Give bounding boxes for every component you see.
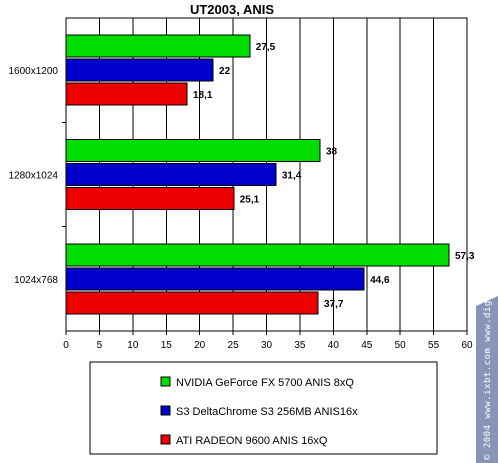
legend-box — [89, 361, 438, 455]
value-label: 38 — [326, 147, 338, 158]
category-label: 1024x768 — [14, 275, 58, 286]
value-label: 25,1 — [240, 195, 260, 206]
bar — [65, 187, 235, 210]
watermark: © 2004 www.ixbt.com www.digit-life.com — [476, 235, 498, 463]
legend-swatch — [160, 434, 171, 445]
value-label: 57,3 — [455, 251, 475, 262]
legend-swatch — [160, 405, 171, 416]
bar — [65, 291, 319, 315]
watermark-band — [476, 296, 498, 463]
x-tick-label: 5 — [97, 340, 103, 351]
value-label: 44,6 — [370, 275, 390, 286]
legend: NVIDIA GeForce FX 5700 ANIS 8xQ S3 DeltaC… — [89, 361, 438, 455]
x-tick-label: 0 — [63, 340, 69, 351]
category-label: 1280x1024 — [9, 171, 59, 182]
x-tick-label: 30 — [261, 340, 273, 351]
legend-label: S3 DeltaChrome S3 256MB ANIS16x — [176, 406, 358, 418]
value-label: 18,1 — [193, 90, 213, 101]
x-tick-label: 25 — [228, 340, 240, 351]
x-tick-label: 60 — [461, 340, 473, 351]
x-tick-label: 55 — [428, 340, 440, 351]
x-tick-label: 45 — [361, 340, 373, 351]
chart-title: UT2003, ANIS — [190, 2, 274, 17]
category-label: 1600x1200 — [9, 66, 59, 77]
x-tick-label: 10 — [127, 340, 139, 351]
bar — [65, 139, 321, 162]
bar — [65, 163, 277, 186]
bar — [65, 267, 365, 291]
bar — [65, 58, 214, 82]
legend-swatch — [160, 376, 171, 387]
bar — [65, 34, 251, 58]
watermark-text: © 2004 www.ixbt.com www.digit-life.com — [483, 235, 493, 460]
legend-label: ATI RADEON 9600 ANIS 16xQ — [176, 435, 328, 447]
bar — [65, 82, 188, 106]
value-label: 27,5 — [256, 42, 276, 53]
x-tick-label: 15 — [161, 340, 173, 351]
x-tick-label: 40 — [328, 340, 340, 351]
plot-frame — [65, 17, 468, 332]
x-tick-label: 35 — [294, 340, 306, 351]
bar — [65, 243, 450, 267]
legend-label: NVIDIA GeForce FX 5700 ANIS 8xQ — [176, 377, 354, 389]
value-label: 31,4 — [282, 171, 302, 182]
value-label: 22 — [219, 66, 231, 77]
value-label: 37,7 — [324, 299, 344, 310]
x-tick-label: 50 — [395, 340, 407, 351]
value-labels: 27,5 22 18,1 38 31,4 25,1 57,3 44,6 37,7 — [193, 42, 475, 310]
x-tick-label: 20 — [194, 340, 206, 351]
axes: 0 5 10 15 20 25 30 35 40 45 50 55 60 1600x1200 1280x10… — [9, 17, 473, 351]
